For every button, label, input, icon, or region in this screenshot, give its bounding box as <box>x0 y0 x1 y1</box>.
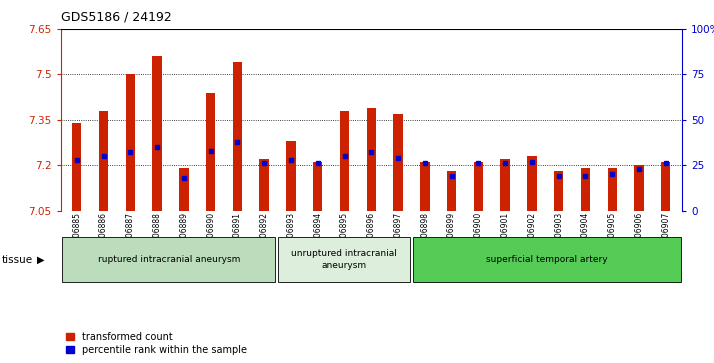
Bar <box>72 123 81 211</box>
Bar <box>259 159 269 211</box>
Bar <box>126 74 135 211</box>
Text: superficial temporal artery: superficial temporal artery <box>486 255 608 264</box>
Bar <box>99 111 109 211</box>
Bar <box>286 141 296 211</box>
Bar <box>366 108 376 211</box>
Bar <box>447 171 456 211</box>
Bar <box>527 156 537 211</box>
Bar <box>393 114 403 211</box>
Bar <box>278 237 411 282</box>
Bar <box>661 162 670 211</box>
Bar <box>473 162 483 211</box>
Text: unruptured intracranial
aneurysm: unruptured intracranial aneurysm <box>291 249 397 270</box>
Bar <box>501 159 510 211</box>
Bar <box>152 56 162 211</box>
Text: ruptured intracranial aneurysm: ruptured intracranial aneurysm <box>98 255 240 264</box>
Bar <box>206 93 216 211</box>
Bar <box>634 165 644 211</box>
Bar <box>413 237 680 282</box>
Bar <box>313 162 323 211</box>
Bar <box>179 168 188 211</box>
Legend: transformed count, percentile rank within the sample: transformed count, percentile rank withi… <box>66 331 247 355</box>
Bar <box>340 111 349 211</box>
Bar <box>420 162 430 211</box>
Bar <box>233 62 242 211</box>
Bar <box>62 237 276 282</box>
Bar <box>608 168 617 211</box>
Text: tissue: tissue <box>2 254 34 265</box>
Text: GDS5186 / 24192: GDS5186 / 24192 <box>61 11 171 24</box>
Bar <box>554 171 563 211</box>
Bar <box>580 168 590 211</box>
Text: ▶: ▶ <box>37 254 45 265</box>
